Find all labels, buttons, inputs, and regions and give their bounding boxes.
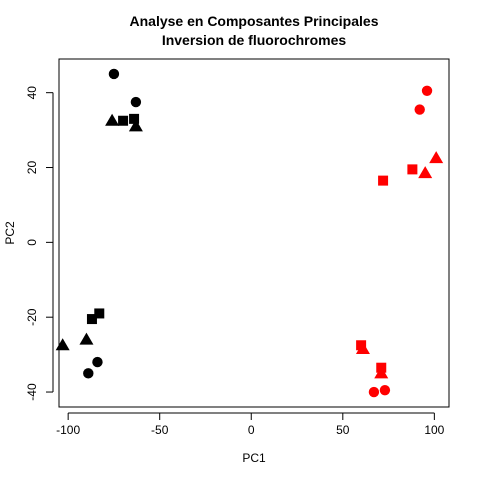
data-point-red-square [407, 164, 417, 174]
data-point-black-square [87, 314, 97, 324]
x-axis: -100 -50 0 50 100 [56, 413, 445, 437]
chart-title: Analyse en Composantes Principales [130, 13, 379, 29]
data-point-red-circle [369, 387, 379, 397]
data-point-black-triangle [105, 114, 119, 126]
x-tick-label: 50 [336, 423, 350, 437]
data-point-red-circle [415, 104, 425, 114]
data-point-black-circle [131, 97, 141, 107]
data-point-black-circle [92, 357, 102, 367]
x-tick-label: -100 [56, 423, 80, 437]
data-point-black-circle [109, 69, 119, 79]
y-tick-label: -40 [25, 383, 39, 401]
data-point-black-circle [83, 368, 93, 378]
data-point-red-circle [380, 385, 390, 395]
y-tick-label: 20 [25, 161, 39, 175]
x-tick-label: -50 [151, 423, 169, 437]
y-axis-label: PC2 [3, 221, 17, 245]
data-point-black-square [118, 116, 128, 126]
data-point-black-triangle [79, 333, 93, 345]
y-tick-label: 40 [25, 86, 39, 100]
chart-subtitle: Inversion de fluorochromes [162, 32, 347, 48]
x-axis-label: PC1 [242, 451, 266, 465]
data-point-red-circle [422, 86, 432, 96]
data-point-black-triangle [56, 338, 70, 350]
x-tick-label: 0 [248, 423, 255, 437]
x-tick-label: 100 [424, 423, 444, 437]
data-point-red-square [378, 176, 388, 186]
plot-frame [59, 59, 449, 407]
data-point-red-triangle [418, 166, 432, 178]
data-points [56, 69, 444, 397]
y-tick-label: 0 [25, 239, 39, 246]
y-axis: -40 -20 0 20 40 [25, 86, 53, 401]
y-tick-label: -20 [25, 308, 39, 326]
data-point-red-triangle [429, 151, 443, 163]
